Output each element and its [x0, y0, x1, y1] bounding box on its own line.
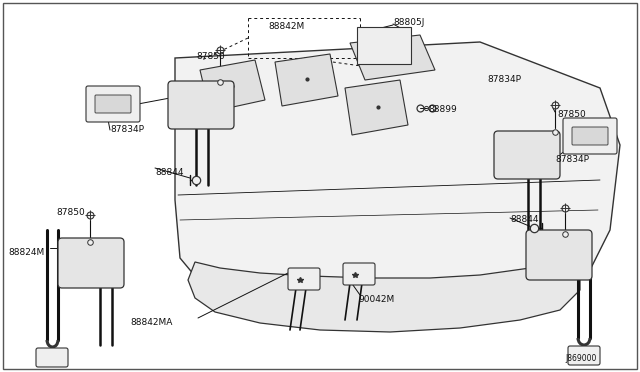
Text: 87834P: 87834P	[487, 75, 521, 84]
Text: 88842M: 88842M	[268, 22, 304, 31]
Polygon shape	[175, 42, 620, 295]
Text: 88824M: 88824M	[8, 248, 44, 257]
FancyBboxPatch shape	[494, 131, 560, 179]
Text: 87834P: 87834P	[110, 125, 144, 134]
Text: 87850: 87850	[196, 52, 225, 61]
FancyBboxPatch shape	[36, 348, 68, 367]
FancyBboxPatch shape	[568, 346, 600, 365]
FancyBboxPatch shape	[168, 81, 234, 129]
Polygon shape	[188, 248, 580, 332]
Text: 88844: 88844	[510, 215, 538, 224]
Text: 88805J: 88805J	[393, 18, 424, 27]
FancyBboxPatch shape	[526, 230, 592, 280]
Text: 87850: 87850	[56, 208, 84, 217]
FancyBboxPatch shape	[288, 268, 320, 290]
Polygon shape	[345, 80, 408, 135]
FancyBboxPatch shape	[343, 263, 375, 285]
Text: J869000: J869000	[565, 354, 596, 363]
Polygon shape	[275, 54, 338, 106]
FancyBboxPatch shape	[86, 86, 140, 122]
Text: 87850: 87850	[557, 110, 586, 119]
Text: 87834P: 87834P	[555, 155, 589, 164]
Text: 90042M: 90042M	[358, 295, 394, 304]
FancyBboxPatch shape	[563, 118, 617, 154]
FancyBboxPatch shape	[357, 27, 411, 64]
Polygon shape	[350, 35, 435, 80]
Text: 88842MA: 88842MA	[130, 318, 172, 327]
Text: 88844: 88844	[155, 168, 184, 177]
Polygon shape	[200, 60, 265, 112]
Text: 88899: 88899	[428, 105, 457, 114]
FancyBboxPatch shape	[58, 238, 124, 288]
FancyBboxPatch shape	[95, 95, 131, 113]
FancyBboxPatch shape	[572, 127, 608, 145]
